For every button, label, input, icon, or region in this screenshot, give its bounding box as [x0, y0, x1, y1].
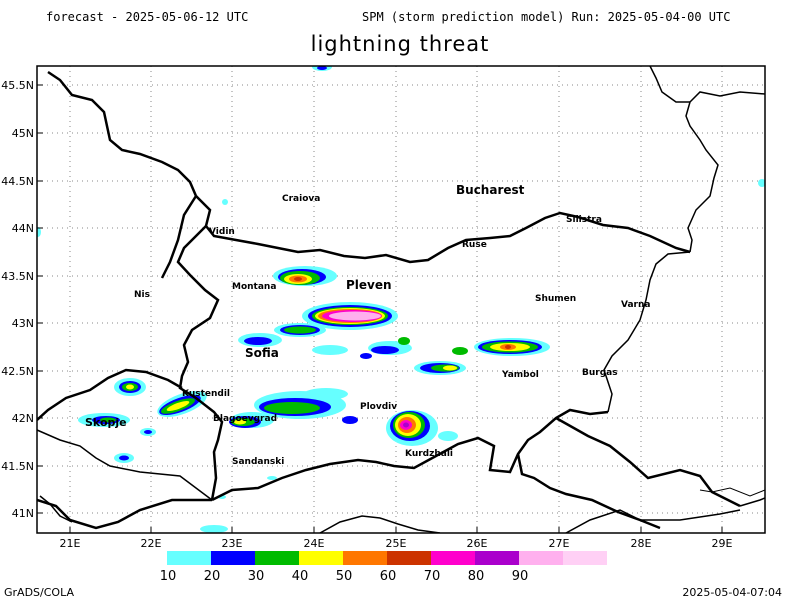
lon-label-26: 26E — [467, 537, 488, 550]
legend-label: 80 — [467, 569, 485, 584]
city-label: Kustendil — [182, 389, 230, 399]
city-label: Vidin — [209, 227, 235, 237]
city-label: Varna — [621, 300, 650, 310]
legend-swatch — [299, 551, 343, 565]
legend-label: 40 — [291, 569, 309, 584]
lon-label-28: 28E — [631, 537, 652, 550]
city-label: Bucharest — [456, 183, 525, 197]
legend-label: 20 — [203, 569, 221, 584]
lon-label-25: 25E — [386, 537, 407, 550]
legend-swatch — [343, 551, 387, 565]
lat-label-41-5: 41.5N — [1, 460, 34, 473]
legend-swatch — [387, 551, 431, 565]
model-run-label: SPM (storm prediction model) Run: 2025-0… — [362, 10, 731, 24]
map-title: lightning threat — [310, 32, 490, 56]
city-label: Shumen — [535, 294, 576, 304]
lon-label-21: 21E — [60, 537, 81, 550]
city-label: Plovdiv — [360, 402, 397, 412]
map-borders — [37, 66, 765, 533]
city-label: Montana — [232, 282, 276, 292]
lon-label-23: 23E — [222, 537, 243, 550]
threat-cell-pleven — [302, 302, 398, 330]
legend-swatch — [563, 551, 607, 565]
city-label: Nis — [134, 290, 150, 300]
lon-label-29: 29E — [712, 537, 733, 550]
software-credit: GrADS/COLA — [4, 586, 74, 599]
threat-cell-montana — [273, 266, 337, 286]
lat-label-44-5: 44.5N — [1, 175, 34, 188]
threat-cell-skopje — [78, 378, 207, 463]
forecast-time-label: forecast - 2025-05-06-12 UTC — [46, 10, 249, 24]
threat-areas — [37, 66, 765, 533]
lon-label-22: 22E — [141, 537, 162, 550]
city-label: Kurdzhali — [405, 449, 453, 459]
lon-label-24: 24E — [304, 537, 325, 550]
render-timestamp: 2025-05-04-07:04 — [682, 586, 782, 599]
color-legend — [167, 551, 607, 565]
legend-swatch — [519, 551, 563, 565]
lat-label-44: 44N — [12, 222, 34, 235]
legend-label: 90 — [511, 569, 529, 584]
lat-label-42-5: 42.5N — [1, 365, 34, 378]
legend-label: 30 — [247, 569, 265, 584]
lat-label-45: 45N — [12, 127, 34, 140]
legend-label: 60 — [379, 569, 397, 584]
legend-swatch — [475, 551, 519, 565]
city-label: Sandanski — [232, 457, 284, 467]
threat-cell-yambol — [414, 338, 550, 375]
legend-swatch — [255, 551, 299, 565]
city-label: Ruse — [462, 240, 487, 250]
lat-label-41: 41N — [12, 507, 34, 520]
legend-swatch — [167, 551, 211, 565]
legend-swatch — [211, 551, 255, 565]
city-label: Silistra — [566, 215, 602, 225]
city-label: Sofia — [245, 346, 279, 360]
lat-label-42: 42N — [12, 412, 34, 425]
legend-label: 10 — [159, 569, 177, 584]
threat-cell-kurdzhali — [386, 410, 438, 446]
lat-label-45-5: 45.5N — [1, 79, 34, 92]
city-label: Yambol — [501, 370, 539, 380]
legend-swatch — [431, 551, 475, 565]
city-label: Burgas — [582, 368, 618, 378]
city-label: Craiova — [282, 194, 320, 204]
map-frame — [36, 65, 766, 534]
lat-label-43-5: 43.5N — [1, 270, 34, 283]
threat-cell-sofia — [238, 323, 412, 359]
threat-cell-blagoevgrad — [229, 388, 358, 428]
tick-marks — [37, 84, 723, 533]
legend-label: 50 — [335, 569, 353, 584]
city-label: Pleven — [346, 278, 392, 292]
city-label: Skopje — [85, 416, 127, 429]
legend-label: 70 — [423, 569, 441, 584]
lat-label-43: 43N — [12, 317, 34, 330]
city-label: Blagoevgrad — [213, 414, 277, 424]
lon-label-27: 27E — [549, 537, 570, 550]
